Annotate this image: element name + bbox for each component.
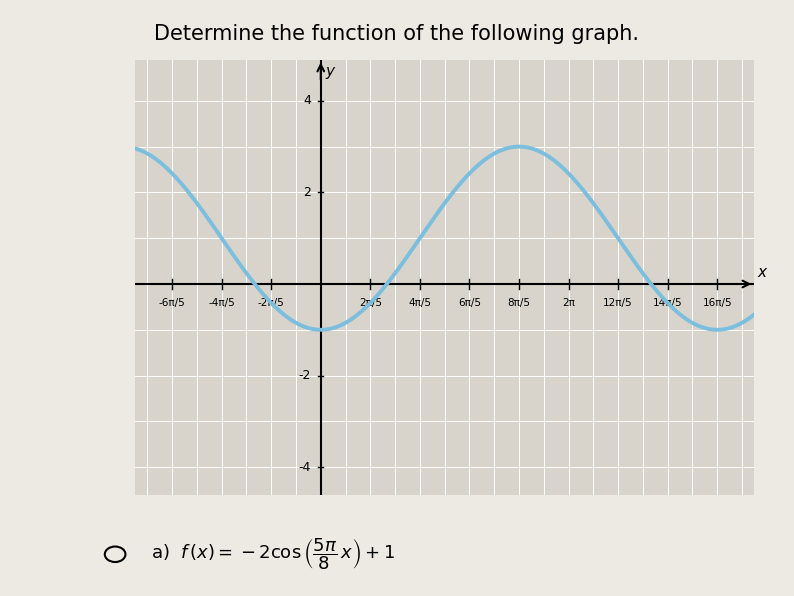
Text: -4π/5: -4π/5 [208,298,235,308]
Text: 14π/5: 14π/5 [653,298,682,308]
Text: x: x [757,265,766,280]
Text: 6π/5: 6π/5 [458,298,481,308]
Text: -2: -2 [299,369,311,382]
Text: 2π: 2π [562,298,575,308]
Text: 2: 2 [303,186,311,199]
Text: y: y [325,64,334,79]
Text: Determine the function of the following graph.: Determine the function of the following … [155,24,639,44]
Text: -6π/5: -6π/5 [159,298,186,308]
Text: -2π/5: -2π/5 [258,298,284,308]
Text: 4π/5: 4π/5 [408,298,431,308]
Text: 12π/5: 12π/5 [603,298,633,308]
Text: a)  $f\,(x) = -2\cos\left(\dfrac{5\pi}{8}\,x\right) + 1$: a) $f\,(x) = -2\cos\left(\dfrac{5\pi}{8}… [151,536,395,572]
Text: 8π/5: 8π/5 [507,298,530,308]
Text: 2π/5: 2π/5 [359,298,382,308]
Text: 4: 4 [303,94,311,107]
Text: 16π/5: 16π/5 [703,298,732,308]
Text: -4: -4 [299,461,311,474]
